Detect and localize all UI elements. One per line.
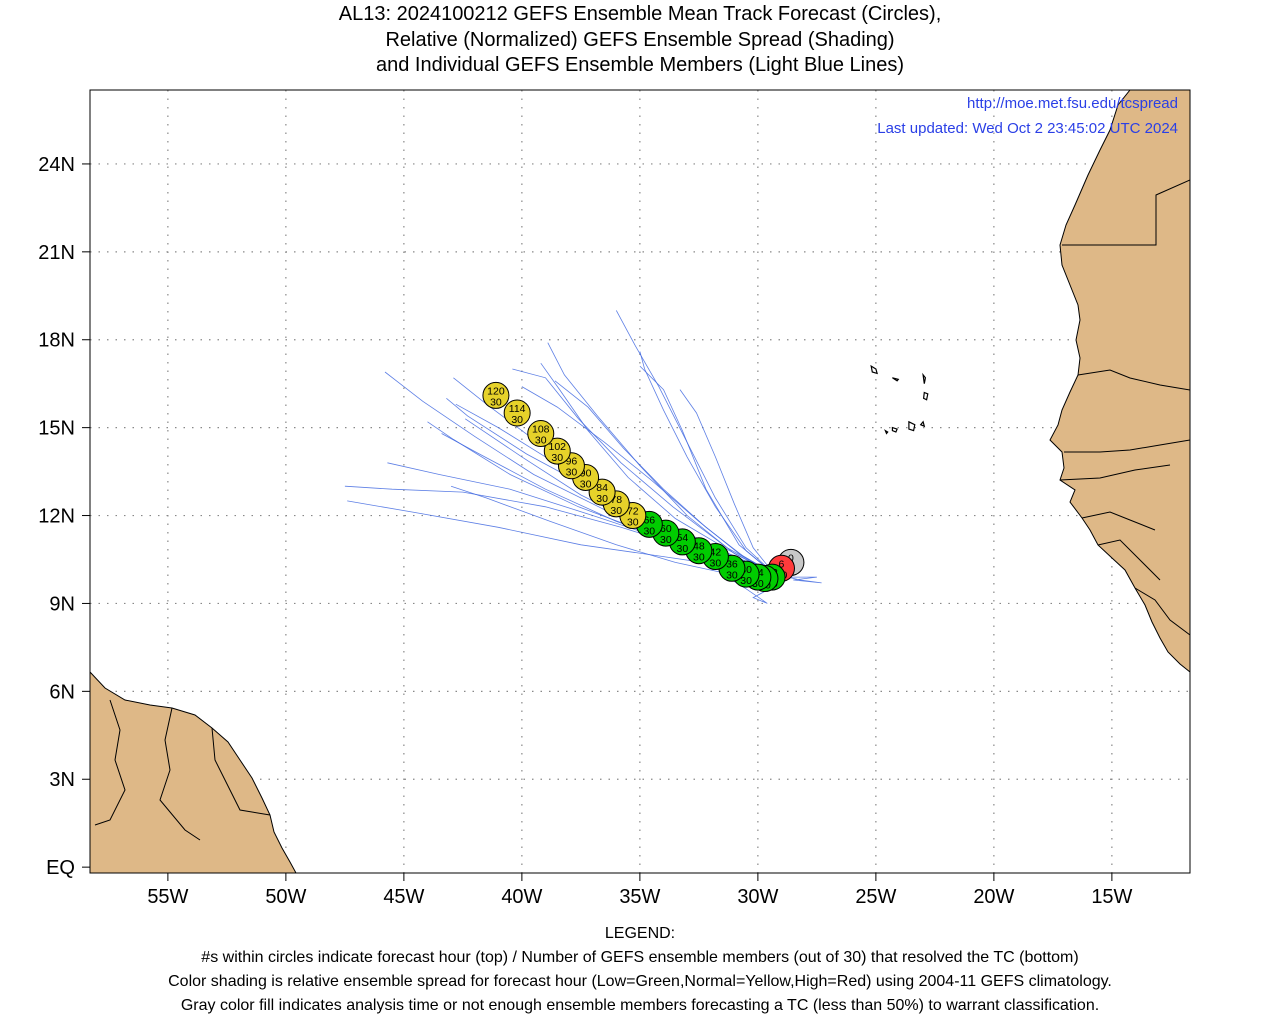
forecast-hour-label: 60 bbox=[660, 523, 672, 535]
member-count-label: 30 bbox=[511, 414, 523, 426]
member-track-line bbox=[540, 362, 775, 575]
island bbox=[891, 426, 898, 433]
lat-tick-label: 6N bbox=[49, 681, 75, 703]
forecast-hour-label: 0 bbox=[788, 552, 794, 564]
legend-line-3: Gray color fill indicates analysis time … bbox=[180, 997, 1100, 1014]
member-track-line bbox=[679, 389, 775, 575]
lat-tick-label: 18N bbox=[38, 330, 75, 352]
member-count-label: 30 bbox=[660, 534, 672, 546]
island bbox=[922, 391, 929, 401]
member-count-label: 30 bbox=[596, 493, 608, 505]
track-point-circle bbox=[543, 437, 571, 465]
forecast-hour-label: 96 bbox=[566, 456, 578, 468]
forecast-hour-label: 84 bbox=[596, 482, 608, 494]
forecast-hour-label: 48 bbox=[693, 541, 705, 553]
lat-tick-label: 9N bbox=[49, 593, 75, 615]
last-updated-text: Last updated: Wed Oct 2 23:45:02 UTC 202… bbox=[877, 120, 1178, 137]
longitude-labels: 55W 50W 45W 40W 35W 30W 25W 20W 15W bbox=[147, 873, 1133, 908]
member-count-label: 30 bbox=[580, 478, 592, 490]
forecast-hour-label: 6 bbox=[779, 558, 785, 570]
lat-tick-label: 21N bbox=[38, 242, 75, 264]
member-count-label: 30 bbox=[752, 578, 764, 590]
member-count-label: 30 bbox=[535, 435, 547, 447]
member-track-line bbox=[774, 573, 822, 584]
west-africa-coast bbox=[1049, 90, 1190, 673]
member-track-line bbox=[639, 365, 775, 575]
africa-borders bbox=[1059, 179, 1190, 636]
member-track-line bbox=[512, 368, 775, 575]
forecast-hour-label: 36 bbox=[726, 558, 738, 570]
lon-tick-label: 55W bbox=[147, 886, 188, 908]
member-count-label: 30 bbox=[643, 525, 655, 537]
member-count-label: 30 bbox=[677, 543, 689, 555]
track-point-circle bbox=[482, 381, 510, 409]
lat-tick-label: 24N bbox=[38, 154, 75, 176]
island bbox=[922, 372, 927, 384]
member-track-line bbox=[521, 386, 775, 575]
forecast-hour-label: 66 bbox=[643, 514, 655, 526]
island bbox=[892, 377, 900, 382]
land-masses bbox=[90, 90, 1190, 873]
island bbox=[870, 364, 878, 375]
forecast-hour-label: 78 bbox=[610, 494, 622, 506]
lon-tick-label: 40W bbox=[501, 886, 542, 908]
south-america-borders bbox=[94, 699, 271, 841]
lon-tick-label: 20W bbox=[973, 886, 1014, 908]
lat-tick-label: EQ bbox=[46, 857, 75, 879]
island bbox=[919, 420, 926, 428]
forecast-hour-label: 108 bbox=[532, 424, 550, 436]
member-track-line bbox=[639, 351, 775, 575]
track-point-circle bbox=[527, 420, 555, 447]
ensemble-mean-track: 0063012301830243030303630423048305430603… bbox=[482, 381, 805, 593]
forecast-hour-label: 120 bbox=[487, 385, 505, 397]
lat-tick-label: 12N bbox=[38, 506, 75, 528]
legend-line-2: Color shading is relative ensemble sprea… bbox=[168, 973, 1112, 990]
forecast-hour-label: 114 bbox=[509, 403, 526, 415]
member-track-line bbox=[554, 380, 775, 575]
forecast-hour-label: 42 bbox=[710, 547, 722, 559]
chart-title-line-2: Relative (Normalized) GEFS Ensemble Spre… bbox=[385, 29, 895, 51]
cape-verde-islands bbox=[870, 364, 929, 435]
latitude-labels: EQ 3N 6N 9N 12N 15N 18N 21N 24N bbox=[38, 154, 90, 879]
lon-tick-label: 45W bbox=[383, 886, 424, 908]
south-america-coast bbox=[90, 671, 297, 873]
lon-tick-label: 50W bbox=[265, 886, 306, 908]
forecast-hour-label: 54 bbox=[677, 532, 689, 544]
track-point-circle bbox=[503, 399, 531, 427]
member-count-label: 30 bbox=[610, 505, 622, 517]
chart-title-line-3: and Individual GEFS Ensemble Members (Li… bbox=[375, 54, 905, 76]
forecast-hour-label: 90 bbox=[580, 467, 592, 479]
island bbox=[884, 429, 889, 435]
lon-tick-label: 15W bbox=[1091, 886, 1132, 908]
lat-tick-label: 3N bbox=[49, 769, 75, 791]
forecast-hour-label: 30 bbox=[740, 564, 752, 576]
member-count-label: 30 bbox=[693, 552, 705, 564]
legend-heading: LEGEND: bbox=[604, 925, 676, 942]
source-link[interactable]: http://moe.met.fsu.edu/tcspread bbox=[967, 95, 1178, 112]
lat-tick-label: 15N bbox=[38, 418, 75, 440]
lon-tick-label: 25W bbox=[855, 886, 896, 908]
member-count-label: 30 bbox=[566, 467, 578, 479]
member-count-label: 30 bbox=[551, 452, 563, 464]
member-count-label: 30 bbox=[710, 558, 722, 570]
island bbox=[908, 420, 916, 432]
chart-title-line-1: AL13: 2024100212 GEFS Ensemble Mean Trac… bbox=[338, 3, 942, 25]
member-count-label: 30 bbox=[490, 396, 502, 408]
forecast-hour-label: 72 bbox=[627, 506, 639, 518]
member-count-label: 30 bbox=[740, 575, 752, 587]
member-count-label: 30 bbox=[627, 517, 639, 529]
legend-line-1: #s within circles indicate forecast hour… bbox=[201, 949, 1079, 966]
forecast-hour-label: 102 bbox=[549, 441, 567, 453]
lon-tick-label: 30W bbox=[737, 886, 778, 908]
member-count-label: 30 bbox=[726, 569, 738, 581]
lon-tick-label: 35W bbox=[619, 886, 660, 908]
